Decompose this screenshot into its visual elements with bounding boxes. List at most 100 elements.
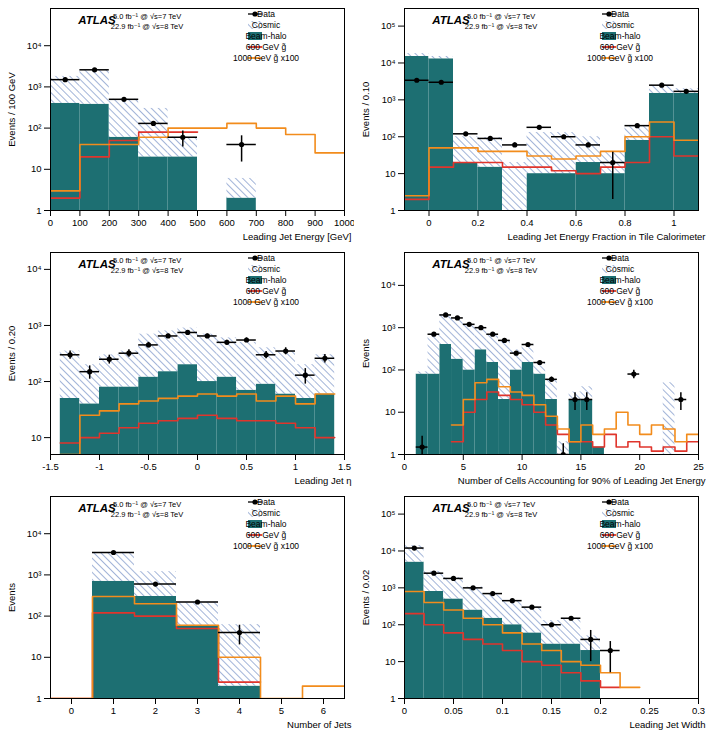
svg-text:700: 700: [248, 217, 264, 228]
svg-text:0.8: 0.8: [618, 217, 631, 228]
svg-text:10⁴: 10⁴: [27, 263, 42, 274]
svg-text:0.05: 0.05: [444, 705, 463, 716]
svg-text:1000 GeV g̃ x100: 1000 GeV g̃ x100: [587, 297, 653, 307]
svg-text:1000: 1000: [334, 217, 354, 228]
svg-text:10⁵: 10⁵: [381, 508, 396, 519]
svg-text:600 GeV g̃: 600 GeV g̃: [246, 42, 287, 52]
svg-text:10²: 10²: [28, 122, 42, 133]
svg-text:1.5: 1.5: [338, 461, 351, 472]
svg-text:5.0 fb⁻¹ @ √s=7 TeV: 5.0 fb⁻¹ @ √s=7 TeV: [467, 500, 535, 509]
svg-text:20: 20: [634, 461, 645, 472]
svg-text:Events / 0.20: Events / 0.20: [6, 326, 17, 381]
svg-text:10²: 10²: [382, 364, 396, 375]
svg-text:2: 2: [153, 705, 158, 716]
svg-text:1000 GeV g̃ x100: 1000 GeV g̃ x100: [233, 297, 299, 307]
svg-text:Events / 0.10: Events / 0.10: [360, 82, 371, 137]
svg-text:10³: 10³: [28, 320, 42, 331]
svg-text:22.9 fb⁻¹ @ √s=8 TeV: 22.9 fb⁻¹ @ √s=8 TeV: [111, 510, 183, 519]
svg-text:22.9 fb⁻¹ @ √s=8 TeV: 22.9 fb⁻¹ @ √s=8 TeV: [465, 510, 537, 519]
svg-text:Number of Jets: Number of Jets: [287, 719, 352, 730]
svg-text:0.15: 0.15: [542, 705, 561, 716]
svg-text:1: 1: [36, 205, 41, 216]
svg-text:200: 200: [101, 217, 117, 228]
svg-text:Leading Jet η: Leading Jet η: [294, 475, 351, 486]
svg-text:600 GeV g̃: 600 GeV g̃: [600, 42, 641, 52]
svg-text:100: 100: [72, 217, 88, 228]
svg-text:10⁴: 10⁴: [381, 279, 396, 290]
svg-text:500: 500: [190, 217, 206, 228]
svg-text:1: 1: [36, 693, 41, 704]
svg-text:0.2: 0.2: [471, 217, 484, 228]
svg-text:1: 1: [390, 205, 395, 216]
svg-text:22.9 fb⁻¹ @ √s=8 TeV: 22.9 fb⁻¹ @ √s=8 TeV: [111, 266, 183, 275]
svg-text:10³: 10³: [382, 94, 396, 105]
svg-text:Data: Data: [257, 497, 275, 507]
svg-text:Cosmic: Cosmic: [252, 264, 281, 274]
svg-text:Data: Data: [257, 9, 275, 19]
svg-text:600 GeV g̃: 600 GeV g̃: [600, 286, 641, 296]
svg-text:Leading Jet Energy Fraction in: Leading Jet Energy Fraction in Tile Calo…: [507, 231, 705, 242]
svg-text:Leading Jet Energy [GeV]: Leading Jet Energy [GeV]: [243, 231, 352, 242]
svg-text:0: 0: [69, 705, 74, 716]
svg-text:10²: 10²: [28, 610, 42, 621]
svg-text:-1.5: -1.5: [42, 461, 58, 472]
svg-text:5.0 fb⁻¹ @ √s=7 TeV: 5.0 fb⁻¹ @ √s=7 TeV: [113, 256, 181, 265]
svg-text:1: 1: [390, 693, 395, 704]
svg-text:22.9 fb⁻¹ @ √s=8 TeV: 22.9 fb⁻¹ @ √s=8 TeV: [465, 266, 537, 275]
svg-text:10⁵: 10⁵: [381, 20, 396, 31]
svg-text:10²: 10²: [382, 131, 396, 142]
svg-text:10: 10: [385, 406, 396, 417]
svg-text:1: 1: [390, 449, 395, 460]
svg-text:0: 0: [195, 461, 200, 472]
svg-text:1: 1: [293, 461, 298, 472]
svg-text:6: 6: [321, 705, 326, 716]
svg-text:Data: Data: [257, 253, 275, 263]
svg-text:10³: 10³: [28, 81, 42, 92]
svg-text:10: 10: [31, 651, 42, 662]
svg-text:10⁴: 10⁴: [27, 528, 42, 539]
svg-text:10⁴: 10⁴: [381, 57, 396, 68]
svg-text:0: 0: [402, 461, 407, 472]
svg-text:Events / 100 GeV: Events / 100 GeV: [6, 72, 17, 147]
svg-text:Data: Data: [611, 9, 629, 19]
svg-text:10²: 10²: [28, 376, 42, 387]
svg-text:400: 400: [160, 217, 176, 228]
svg-text:0: 0: [48, 217, 53, 228]
svg-text:10: 10: [31, 432, 42, 443]
svg-text:600 GeV g̃: 600 GeV g̃: [246, 286, 287, 296]
svg-text:Beam-halo: Beam-halo: [599, 31, 640, 41]
svg-text:10³: 10³: [28, 569, 42, 580]
svg-text:1: 1: [671, 217, 676, 228]
svg-text:Cosmic: Cosmic: [252, 508, 281, 518]
svg-text:10²: 10²: [382, 619, 396, 630]
svg-text:5: 5: [279, 705, 284, 716]
svg-text:5.0 fb⁻¹ @ √s=7 TeV: 5.0 fb⁻¹ @ √s=7 TeV: [467, 12, 535, 21]
svg-text:0.6: 0.6: [569, 217, 582, 228]
svg-text:1000 GeV g̃ x100: 1000 GeV g̃ x100: [233, 53, 299, 63]
svg-text:22.9 fb⁻¹ @ √s=8 TeV: 22.9 fb⁻¹ @ √s=8 TeV: [465, 22, 537, 31]
svg-text:3: 3: [195, 705, 200, 716]
svg-text:10: 10: [385, 168, 396, 179]
svg-text:-1: -1: [95, 461, 103, 472]
svg-text:10³: 10³: [382, 322, 396, 333]
svg-text:5.0 fb⁻¹ @ √s=7 TeV: 5.0 fb⁻¹ @ √s=7 TeV: [113, 12, 181, 21]
svg-text:0: 0: [402, 705, 407, 716]
svg-text:22.9 fb⁻¹ @ √s=8 TeV: 22.9 fb⁻¹ @ √s=8 TeV: [111, 22, 183, 31]
svg-text:Data: Data: [611, 253, 629, 263]
svg-text:0.2: 0.2: [594, 705, 607, 716]
svg-text:600 GeV g̃: 600 GeV g̃: [246, 530, 287, 540]
svg-text:Data: Data: [611, 497, 629, 507]
svg-text:Beam-halo: Beam-halo: [599, 275, 640, 285]
svg-text:4: 4: [237, 705, 242, 716]
svg-text:0: 0: [426, 217, 431, 228]
svg-text:15: 15: [576, 461, 587, 472]
svg-text:5.0 fb⁻¹ @ √s=7 TeV: 5.0 fb⁻¹ @ √s=7 TeV: [467, 256, 535, 265]
svg-text:-0.5: -0.5: [140, 461, 156, 472]
svg-text:Beam-halo: Beam-halo: [245, 31, 286, 41]
svg-text:Cosmic: Cosmic: [606, 20, 635, 30]
svg-text:800: 800: [278, 217, 294, 228]
svg-text:900: 900: [307, 217, 323, 228]
svg-text:600 GeV g̃: 600 GeV g̃: [600, 530, 641, 540]
svg-text:10: 10: [517, 461, 528, 472]
svg-text:10³: 10³: [382, 582, 396, 593]
